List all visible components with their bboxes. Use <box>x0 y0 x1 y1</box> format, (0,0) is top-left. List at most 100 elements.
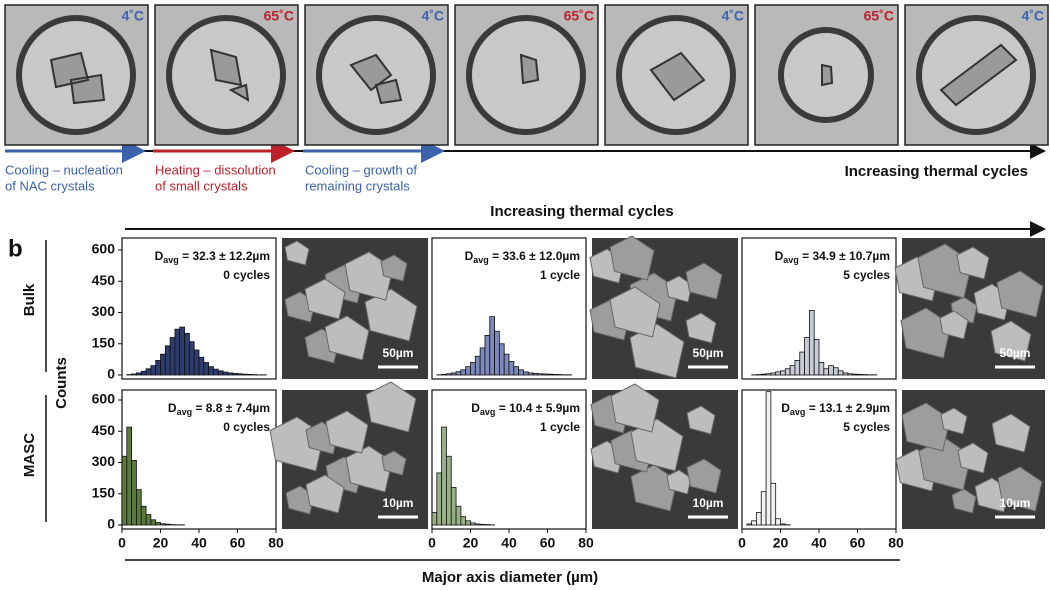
sem-particle <box>610 383 660 433</box>
bar <box>479 347 486 376</box>
bar <box>523 371 529 376</box>
bar <box>164 523 171 526</box>
scale-label: 10µm <box>1000 496 1031 510</box>
bar <box>470 362 476 376</box>
scale-label: 10µm <box>383 496 414 510</box>
bar <box>775 518 781 526</box>
bar <box>441 373 447 376</box>
bar <box>188 341 195 376</box>
step-label: Cooling – growth of <box>305 162 417 177</box>
stat-label: Davg = 8.8 ± 7.4µm <box>168 401 270 417</box>
bar <box>479 523 486 526</box>
bar <box>179 326 185 376</box>
bars <box>751 310 878 376</box>
cycle-label: 5 cycles <box>843 420 890 434</box>
sem-particle <box>324 315 370 361</box>
x-tick-label: 60 <box>850 535 866 551</box>
sem-particle <box>609 286 661 338</box>
bar <box>136 372 142 376</box>
cycle-label: 1 cycle <box>540 420 580 434</box>
crystal <box>349 53 403 105</box>
bar <box>799 351 805 376</box>
stat-text: = 13.1 ± 2.9µm <box>805 401 890 415</box>
stat-subscript: avg <box>783 255 799 265</box>
bar <box>760 373 767 376</box>
bars <box>122 426 185 526</box>
step-label: remaining crystals <box>305 178 410 193</box>
bar <box>765 391 772 526</box>
step-label: of NAC crystals <box>5 178 95 193</box>
bar <box>441 426 447 526</box>
bar <box>131 373 137 376</box>
bar <box>131 460 137 526</box>
bar <box>852 373 858 376</box>
bar <box>770 372 777 376</box>
bar <box>446 455 452 526</box>
stat-symbol: D <box>465 249 474 263</box>
y-tick-label: 0 <box>107 366 115 382</box>
bar <box>150 519 157 526</box>
stat-text: = 10.4 ± 5.9µm <box>495 401 580 415</box>
x-tick-label: 80 <box>578 535 594 551</box>
stat-subscript: avg <box>473 255 489 265</box>
bar <box>174 328 181 376</box>
stat-subscript: avg <box>163 255 179 265</box>
stat-subscript: avg <box>790 407 806 417</box>
bar <box>232 372 238 376</box>
bar <box>833 367 839 376</box>
bar <box>837 370 844 376</box>
y-tick-label: 450 <box>92 422 116 438</box>
bar <box>470 522 476 526</box>
bar <box>198 356 205 376</box>
cycle-label: 1 cycle <box>540 268 580 282</box>
bar <box>513 366 520 376</box>
x-tick-label: 40 <box>811 535 827 551</box>
bar <box>551 373 558 376</box>
sem-particle <box>940 407 968 435</box>
bar <box>532 372 539 376</box>
bar <box>775 371 781 376</box>
plot-frame <box>121 389 277 530</box>
bar <box>432 512 438 526</box>
bar <box>150 365 157 376</box>
bar <box>155 360 161 376</box>
bar <box>842 372 849 376</box>
crystal <box>939 43 1018 107</box>
x-axis-title: Major axis diameter (µm) <box>422 569 598 586</box>
x-tick-label: 40 <box>501 535 517 551</box>
sem-particle <box>951 488 977 514</box>
bar <box>169 337 176 376</box>
sem-particle <box>685 312 717 344</box>
step-label: Cooling – nucleation <box>5 162 123 177</box>
temperature-label: 4˚C <box>121 8 144 24</box>
bar <box>751 520 757 526</box>
bar <box>804 337 810 376</box>
stat-symbol: D <box>471 401 480 415</box>
x-tick-label: 40 <box>191 535 207 551</box>
stat-label: Davg = 34.9 ± 10.7µm <box>775 249 890 265</box>
scale-label: 50µm <box>1000 346 1031 360</box>
bars <box>436 316 572 376</box>
stat-symbol: D <box>781 401 790 415</box>
y-tick-label: 0 <box>107 516 115 532</box>
bar <box>484 335 491 376</box>
bar <box>857 373 863 376</box>
sem-particle <box>630 418 684 472</box>
stat-label: Davg = 10.4 ± 5.9µm <box>471 401 580 417</box>
temperature-label: 65˚C <box>864 8 894 24</box>
sem-particle <box>381 450 407 476</box>
crystal <box>519 53 540 85</box>
arrow-label: Increasing thermal cycles <box>490 203 673 220</box>
bar <box>208 366 214 376</box>
stat-subscript: avg <box>480 407 496 417</box>
sem-particle <box>957 442 989 474</box>
bar <box>760 491 767 526</box>
plot-frame <box>741 237 897 380</box>
x-tick-label: 60 <box>540 535 556 551</box>
bar <box>527 372 534 376</box>
bar <box>818 362 825 376</box>
row-label: MASC <box>21 433 38 477</box>
bar <box>780 523 786 526</box>
bar <box>160 523 166 526</box>
cycle-label: 0 cycles <box>223 420 270 434</box>
